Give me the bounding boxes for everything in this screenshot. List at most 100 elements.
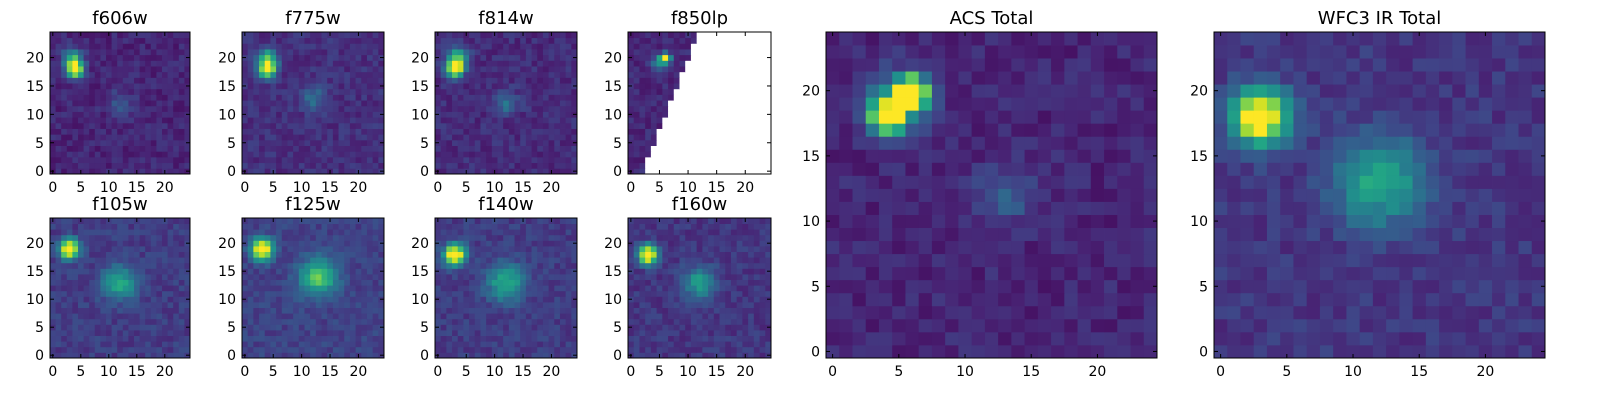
- pixel: [531, 168, 538, 175]
- pixel: [100, 37, 107, 44]
- pixel: [435, 341, 442, 348]
- pixel: [78, 111, 84, 118]
- pixel: [639, 335, 646, 342]
- pixel: [167, 246, 174, 252]
- pixel: [736, 139, 743, 146]
- pixel: [559, 139, 567, 146]
- pixel: [486, 324, 493, 331]
- pixel: [122, 257, 129, 264]
- pixel: [463, 71, 470, 78]
- pixel: [531, 335, 538, 342]
- pixel: [571, 145, 578, 152]
- pixel: [61, 330, 68, 336]
- pixel: [327, 346, 334, 353]
- pixel: [753, 105, 760, 112]
- pixel: [293, 111, 300, 118]
- pixel: [253, 122, 260, 129]
- pixel: [270, 151, 277, 158]
- pixel: [139, 145, 146, 152]
- pixel: [134, 296, 140, 303]
- pixel: [338, 83, 345, 90]
- pixel: [685, 145, 692, 152]
- pixel: [167, 251, 174, 258]
- pixel: [111, 223, 118, 230]
- pixel: [150, 145, 157, 152]
- pixel: [696, 117, 703, 124]
- pixel: [446, 341, 453, 348]
- pixel: [167, 257, 174, 264]
- pixel: [736, 60, 743, 67]
- pixel: [178, 330, 185, 336]
- pixel: [100, 77, 107, 84]
- pixel: [332, 49, 339, 56]
- pixel: [78, 88, 84, 95]
- pixel: [242, 274, 249, 280]
- pixel: [531, 162, 538, 169]
- pixel: [338, 128, 345, 135]
- pixel: [685, 100, 692, 107]
- pixel: [690, 88, 698, 95]
- pixel: [304, 229, 311, 236]
- pixel: [66, 49, 73, 56]
- pixel: [497, 330, 504, 336]
- pixel: [486, 246, 493, 252]
- pixel: [696, 43, 703, 50]
- pixel: [315, 37, 322, 44]
- pixel: [753, 111, 760, 118]
- pixel: [327, 122, 334, 129]
- pixel: [463, 162, 470, 169]
- pixel: [673, 88, 680, 95]
- pixel: [503, 257, 510, 264]
- pixel: [748, 100, 755, 107]
- pixel: [531, 330, 538, 336]
- pixel: [503, 285, 510, 292]
- pixel: [304, 341, 311, 348]
- pixel: [50, 100, 56, 107]
- pixel: [349, 229, 356, 236]
- pixel: [128, 268, 135, 275]
- pixel: [639, 307, 646, 314]
- pixel: [696, 307, 703, 314]
- pixel: [78, 117, 84, 124]
- pixel: [100, 341, 107, 348]
- pixel: [61, 234, 68, 241]
- pixel: [440, 43, 447, 50]
- pixel: [719, 313, 726, 320]
- pixel: [72, 330, 79, 336]
- pixel: [446, 32, 453, 39]
- pixel: [247, 302, 254, 308]
- pixel: [531, 32, 538, 39]
- pixel: [242, 134, 249, 141]
- pixel: [304, 77, 311, 84]
- pixel: [270, 71, 277, 78]
- pixel: [452, 49, 459, 56]
- pixel: [372, 229, 379, 236]
- pixel: [361, 279, 368, 286]
- pixel: [474, 100, 481, 107]
- pixel: [281, 111, 288, 118]
- pixel: [253, 54, 260, 61]
- pixel: [480, 234, 487, 241]
- pixel: [344, 88, 351, 95]
- pixel: [759, 346, 766, 353]
- pixel: [89, 246, 96, 252]
- pixel: [565, 122, 572, 129]
- pixel: [730, 346, 738, 353]
- pixel: [565, 117, 572, 124]
- pixel: [78, 122, 84, 129]
- pixel: [134, 111, 140, 118]
- pixel: [247, 335, 254, 342]
- pixel: [259, 251, 266, 258]
- pixel: [702, 268, 709, 275]
- pixel: [508, 117, 515, 124]
- pixel: [162, 139, 168, 146]
- pixel: [645, 94, 652, 101]
- pixel: [742, 318, 749, 325]
- pixel: [264, 111, 271, 118]
- pixel: [366, 128, 374, 135]
- pixel: [270, 145, 277, 152]
- pixel: [457, 302, 464, 308]
- pixel: [559, 279, 567, 286]
- pixel: [264, 335, 271, 342]
- pixel: [134, 318, 140, 325]
